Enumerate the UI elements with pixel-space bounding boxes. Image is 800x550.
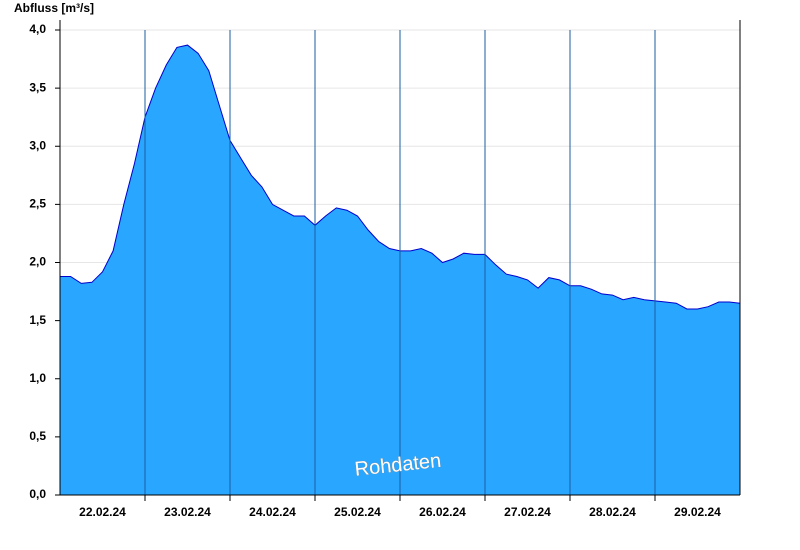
- y-tick-label: 4,0: [29, 22, 46, 36]
- y-tick-label: 0,0: [29, 487, 46, 501]
- x-tick-label: 23.02.24: [164, 505, 211, 519]
- x-tick-label: 22.02.24: [79, 505, 126, 519]
- x-tick-label: 26.02.24: [419, 505, 466, 519]
- y-tick-label: 0,5: [29, 429, 46, 443]
- chart-title: Abfluss [m³/s]: [14, 1, 94, 15]
- y-tick-label: 1,5: [29, 313, 46, 327]
- y-tick-label: 1,0: [29, 371, 46, 385]
- y-tick-label: 3,0: [29, 138, 46, 152]
- x-tick-label: 27.02.24: [504, 505, 551, 519]
- y-tick-label: 2,0: [29, 255, 46, 269]
- y-tick-label: 3,5: [29, 80, 46, 94]
- x-tick-label: 25.02.24: [334, 505, 381, 519]
- y-tick-label: 2,5: [29, 197, 46, 211]
- x-tick-label: 29.02.24: [674, 505, 721, 519]
- x-tick-label: 28.02.24: [589, 505, 636, 519]
- x-tick-label: 24.02.24: [249, 505, 296, 519]
